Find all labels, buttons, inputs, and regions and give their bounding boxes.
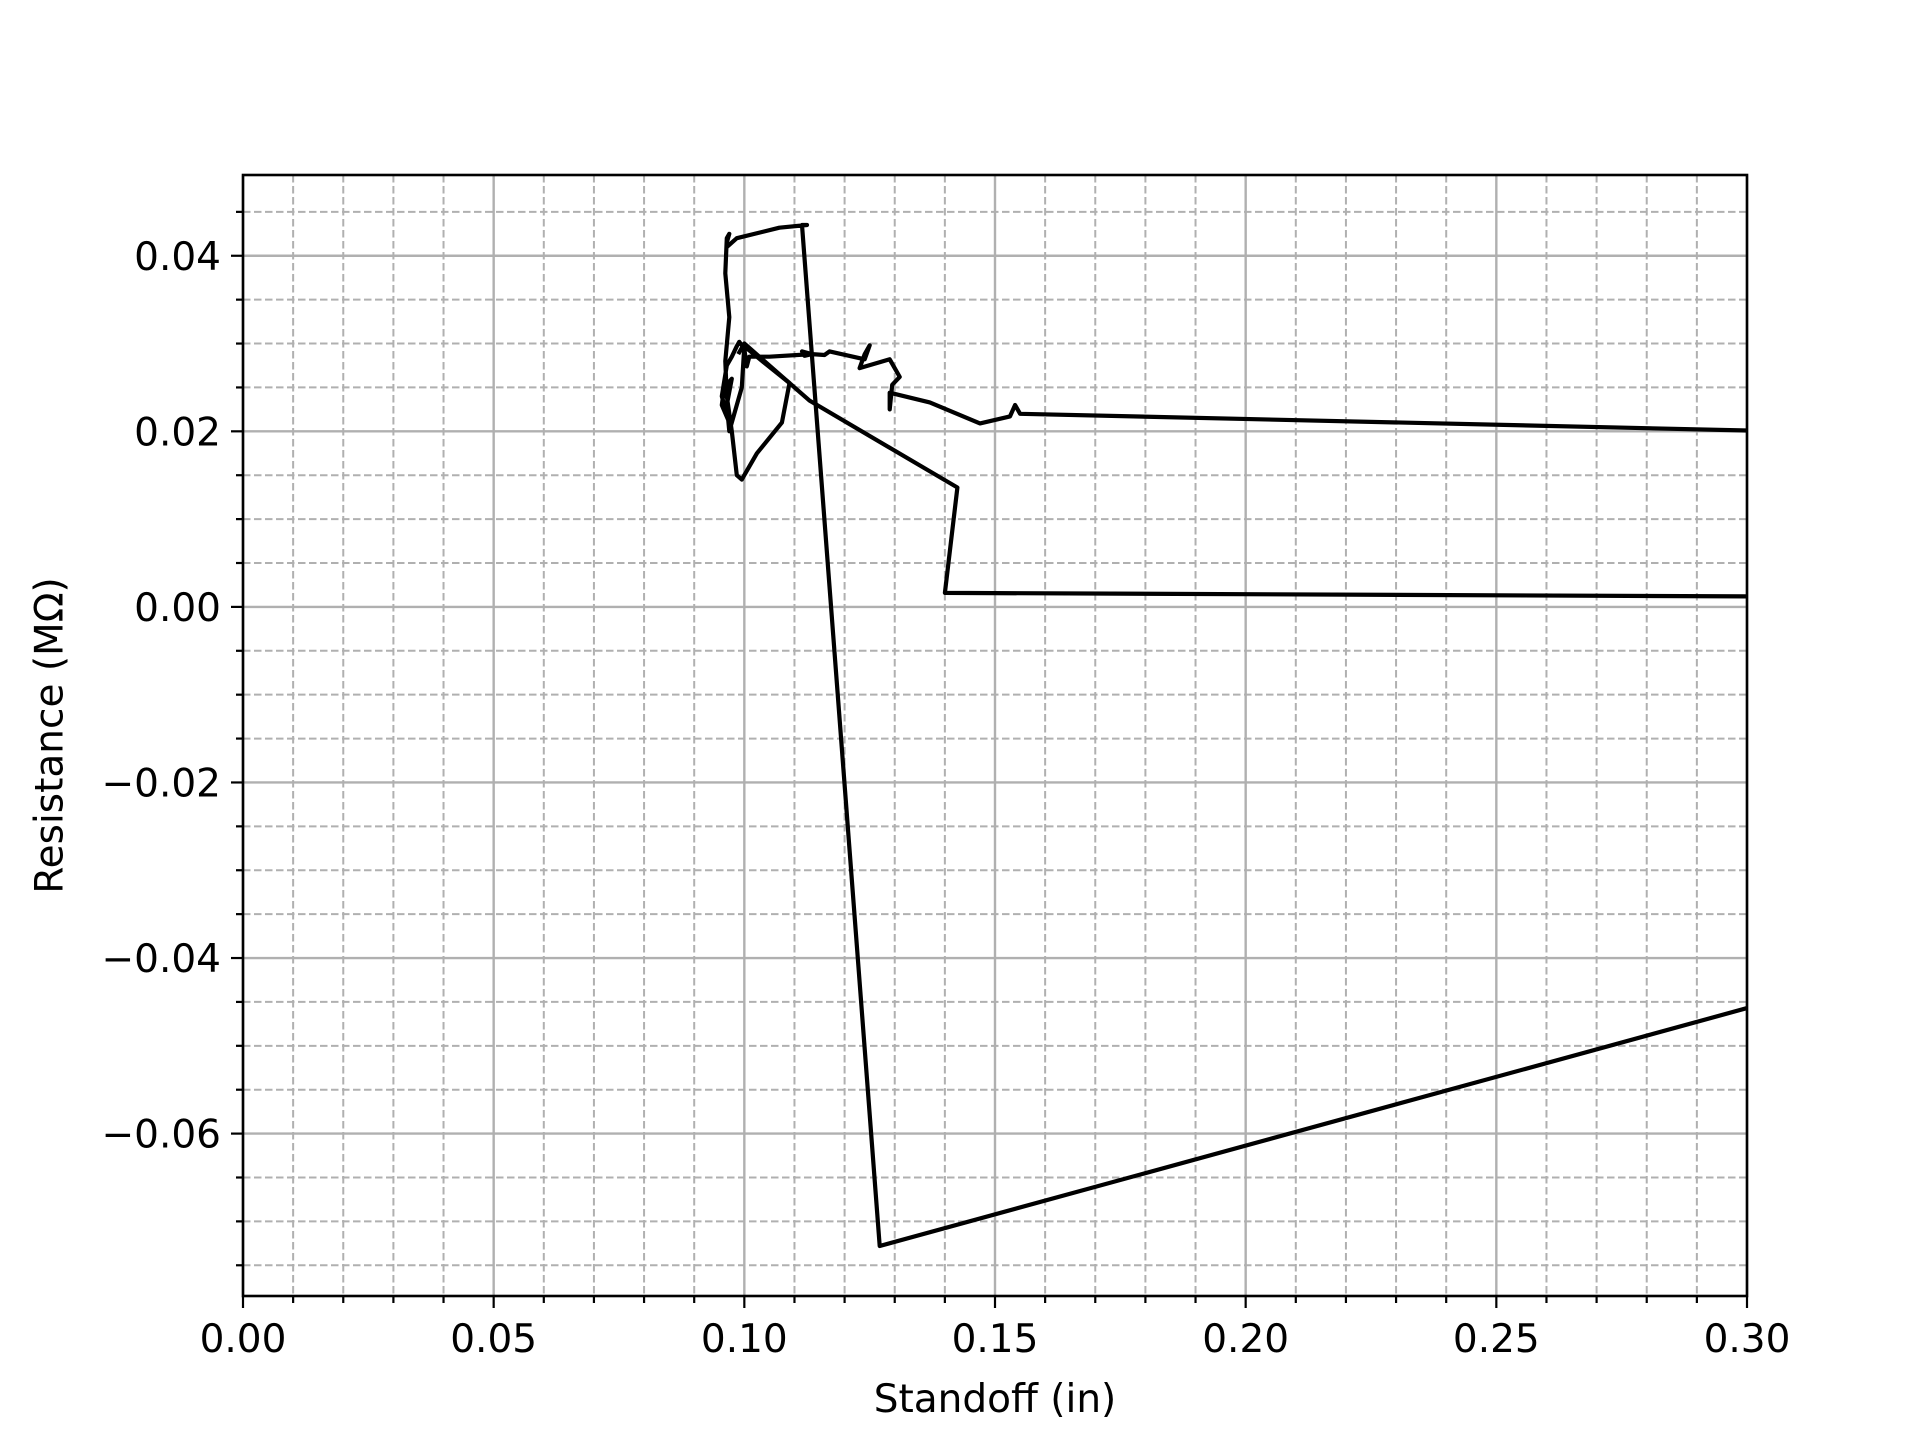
x-tick-label: 0.20	[1202, 1317, 1289, 1362]
y-axis-label: Resistance (MΩ)	[28, 577, 73, 893]
y-tick-label: −0.06	[101, 1113, 221, 1158]
y-tick-label: −0.02	[101, 761, 221, 806]
x-tick-label: 0.15	[952, 1317, 1039, 1362]
series-line-1	[719, 222, 1747, 1249]
x-tick-label: 0.10	[701, 1317, 788, 1362]
x-tick-label: 0.30	[1704, 1317, 1791, 1362]
x-tick-label: 0.05	[450, 1317, 537, 1362]
tick-labels: 0.00 0.05 0.10 0.15 0.20 0.25 0.30 0.04 0.02 0.00…	[101, 235, 1790, 1362]
axis-ticks	[231, 210, 1749, 1308]
y-tick-label: 0.00	[134, 586, 221, 631]
y-tick-label: −0.04	[101, 937, 221, 982]
x-tick-label: 0.00	[200, 1317, 287, 1362]
series-layer	[719, 222, 1747, 1249]
y-tick-label: 0.02	[134, 410, 221, 455]
y-tick-label: 0.04	[134, 235, 221, 280]
x-tick-label: 0.25	[1453, 1317, 1540, 1362]
x-axis-label: Standoff (in)	[874, 1377, 1117, 1422]
series-line-2	[736, 341, 1747, 599]
